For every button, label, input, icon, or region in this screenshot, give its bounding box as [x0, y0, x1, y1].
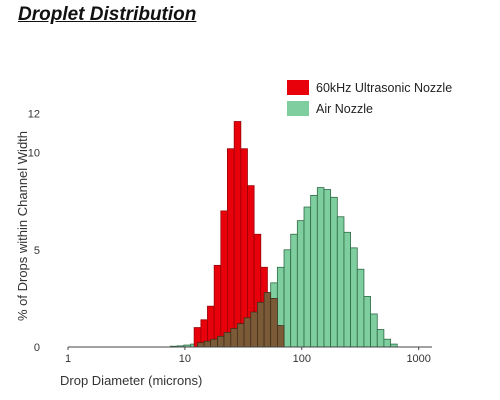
air-nozzle-bar-19 — [296, 220, 305, 348]
air-nozzle-bar-27 — [350, 247, 358, 348]
overlap-bar-11 — [243, 317, 252, 348]
air-nozzle-bar-23 — [323, 189, 332, 348]
x-tick-label-3: 1000 — [406, 353, 430, 365]
overlap-bar-9 — [230, 328, 238, 348]
y-tick-label-0: 0 — [34, 342, 40, 354]
air-nozzle-bar-31 — [376, 329, 385, 348]
air-nozzle-bar-22 — [316, 187, 325, 348]
overlap-bar-15 — [270, 298, 278, 348]
y-tick-label-2: 10 — [28, 148, 40, 160]
ultrasonic-bar-3 — [213, 264, 222, 348]
overlap-bar-6 — [210, 338, 218, 348]
y-axis-title: % of Drops within Channel Width — [15, 131, 30, 321]
overlap-bar-14 — [263, 292, 272, 348]
overlap-bar-13 — [257, 301, 265, 348]
legend: 60kHz Ultrasonic Nozzle Air Nozzle — [287, 80, 452, 116]
ultrasonic-bar-4 — [220, 210, 228, 348]
ultrasonic-bar-6 — [233, 121, 242, 348]
y-tick-label-1: 5 — [34, 245, 40, 257]
overlap-bar-4 — [197, 342, 205, 348]
air-nozzle-bar-30 — [370, 313, 378, 348]
y-axis-ticks: 0 5 10 12 — [28, 109, 40, 354]
page-title: Droplet Distribution — [18, 4, 197, 25]
x-tick-label-0: 1 — [65, 353, 71, 365]
ultrasonic-bar-7 — [240, 148, 248, 348]
air-nozzle-bar-17 — [283, 249, 292, 348]
overlap-bar-5 — [203, 340, 211, 348]
overlap-bar-10 — [236, 323, 245, 348]
overlap-bar-16 — [277, 325, 285, 348]
air-nozzle-bar-18 — [290, 233, 298, 348]
air-nozzle-bar-32 — [383, 338, 391, 348]
overlap-bar-7 — [217, 335, 225, 348]
legend-swatch-air — [287, 101, 309, 116]
legend-swatch-ultrasonic — [287, 80, 309, 95]
air-nozzle-bar-24 — [330, 196, 338, 348]
overlap-bar-8 — [223, 332, 232, 348]
air-nozzle-bar-28 — [356, 268, 365, 348]
x-tick-label-2: 100 — [293, 353, 311, 365]
air-nozzle-bar-21 — [310, 194, 318, 348]
air-nozzle-bar-20 — [303, 206, 312, 348]
air-nozzle-bar-26 — [343, 231, 352, 348]
overlap-bar-12 — [250, 311, 258, 348]
y-tick-label-3: 12 — [28, 109, 40, 121]
air-nozzle-bar-25 — [336, 216, 345, 348]
legend-label-ultrasonic: 60kHz Ultrasonic Nozzle — [316, 81, 452, 95]
x-axis-ticks: 1 10 100 1000 — [65, 347, 431, 365]
air-nozzle-bar-29 — [363, 296, 371, 348]
legend-label-air: Air Nozzle — [316, 102, 373, 116]
x-tick-label-1: 10 — [179, 353, 191, 365]
ultrasonic-bar-5 — [226, 148, 235, 348]
x-axis-title: Drop Diameter (microns) — [60, 373, 202, 388]
